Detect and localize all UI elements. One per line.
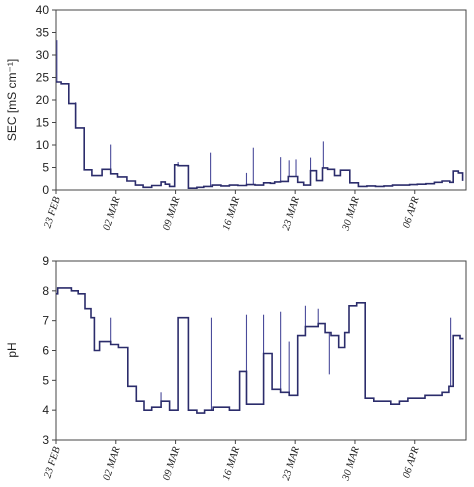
ph-y-tick-label: 4 (42, 403, 49, 417)
ph-plot-frame (55, 260, 467, 441)
sec-x-tick-label: 30 MAR (340, 195, 362, 233)
sec-y-tick-label: 15 (36, 116, 50, 130)
sec-axis-title: SEC [mS cm⁻¹] (5, 59, 19, 141)
ph-x-tick-label: 16 MAR (221, 445, 242, 482)
sec-x-tick-label: 06 APR (401, 195, 422, 230)
ph-y-tick-label: 8 (42, 284, 49, 298)
ph-x-tick-label: 23 MAR (281, 445, 302, 482)
ph-y-tick-label: 5 (42, 373, 49, 387)
ph-x-tick-label: 06 APR (401, 445, 422, 480)
ph-x-tick-label: 09 MAR (161, 445, 182, 482)
sec-x-tick-label: 23 FEB (42, 195, 63, 230)
ph-y-tick-label: 6 (42, 344, 49, 358)
ph-x-tick-label: 30 MAR (340, 445, 362, 483)
sec-y-tick-label: 35 (36, 26, 50, 40)
sec-y-tick-label: 10 (36, 138, 50, 152)
ph-x-tick-label: 23 FEB (42, 445, 63, 480)
sec-y-tick-label: 20 (36, 93, 50, 107)
sec-y-tick-label: 30 (36, 48, 50, 62)
ph-y-tick-label: 9 (42, 254, 49, 268)
sec-x-tick-label: 09 MAR (161, 195, 182, 232)
sec-y-tick-label: 40 (36, 3, 50, 17)
sec-y-tick-label: 0 (42, 183, 49, 197)
sec-x-tick-label: 23 MAR (281, 195, 302, 232)
sec-y-tick-label: 5 (42, 161, 49, 175)
ph-x-tick-label: 02 MAR (101, 445, 122, 482)
ph-series-line (56, 287, 464, 414)
sec-series-line (56, 81, 464, 189)
ph-y-tick-label: 7 (42, 314, 49, 328)
sec-plot-frame (55, 9, 467, 191)
ph-chart: pH 3 4 5 6 7 8 9 23 FEB 02 MAR 09 MAR 16 MAR 23 MAR… (5, 254, 467, 483)
sec-y-tick-label: 25 (36, 71, 50, 85)
sec-x-tick-label: 02 MAR (101, 195, 122, 232)
ph-y-tick-label: 3 (42, 433, 49, 447)
ph-axis-title: pH (5, 342, 19, 357)
sec-chart: SEC [mS cm⁻¹] 0 5 10 15 20 25 30 35 40 23 FEB 02 M… (5, 3, 467, 233)
sec-x-tick-label: 16 MAR (221, 195, 242, 232)
